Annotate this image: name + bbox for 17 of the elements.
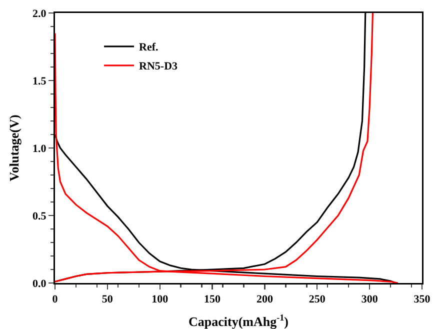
- y-axis-title: Volutage(V): [6, 114, 22, 182]
- y-tick-label: 1.5: [32, 75, 47, 88]
- y-tick-label: 1.0: [32, 142, 47, 155]
- x-tick-label: 250: [308, 294, 326, 306]
- x-tick-label: 100: [152, 294, 169, 306]
- x-tick-label: 350: [414, 294, 431, 306]
- x-tick-label: 200: [256, 294, 274, 306]
- y-tick-label: 0.0: [32, 278, 47, 290]
- legend-label: RN5-D3: [139, 60, 178, 73]
- x-tick-label: 150: [204, 294, 222, 306]
- x-tick-label: 300: [361, 294, 378, 306]
- x-axis-title: Capacity(mAhg$^{-1}$): [188, 312, 289, 329]
- x-tick-label: 0: [52, 294, 58, 306]
- x-tick-label: 50: [102, 294, 114, 306]
- y-tick-label: 0.5: [32, 210, 47, 222]
- legend-label: Ref.: [139, 42, 159, 54]
- y-tick-label: 2.0: [32, 8, 47, 20]
